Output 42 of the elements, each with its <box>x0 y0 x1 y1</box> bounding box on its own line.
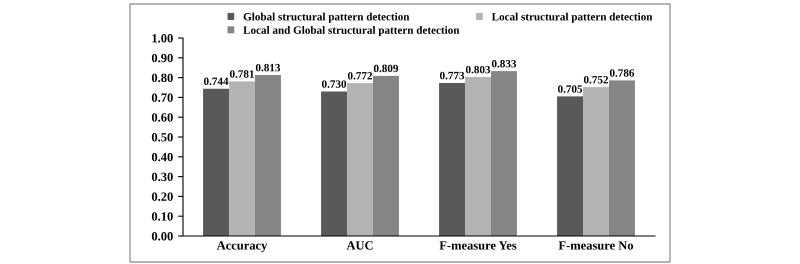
y-tick-label: 0.90 <box>152 54 173 62</box>
data-label: 0.752 <box>584 76 608 84</box>
data-label: 0.744 <box>204 78 228 86</box>
data-label: 0.833 <box>492 60 516 68</box>
data-label: 0.730 <box>322 80 346 88</box>
bar <box>347 83 373 236</box>
legend-label: Local structural pattern detection <box>492 12 652 23</box>
bar <box>439 82 466 236</box>
bar <box>583 87 609 236</box>
x-tick-label: F-measure Yes <box>440 241 516 250</box>
y-tick-label: 0.80 <box>152 74 173 82</box>
x-tick-label: F-measure No <box>558 241 634 250</box>
y-tick-label: 0.00 <box>152 232 173 241</box>
data-label: 0.781 <box>230 70 254 78</box>
y-tick-label: 0.50 <box>152 133 173 142</box>
bar <box>465 77 491 236</box>
y-tick-label: 0.40 <box>152 152 173 162</box>
bar <box>229 81 255 236</box>
data-label: 0.803 <box>466 66 490 74</box>
y-tick-label: 0.10 <box>152 212 173 221</box>
y-tick-label: 0.30 <box>152 172 173 182</box>
data-label: 0.813 <box>256 64 280 72</box>
x-tick-label: Accuracy <box>216 241 268 252</box>
y-tick-label: 0.70 <box>152 93 173 102</box>
data-label: 0.772 <box>348 72 372 80</box>
y-tick-label: 1.00 <box>152 34 173 43</box>
bar <box>321 91 348 236</box>
data-label: 0.809 <box>374 64 398 72</box>
y-tick-label: 0.20 <box>152 192 173 201</box>
bar <box>254 75 281 236</box>
legend-label: Global structural pattern detection <box>244 12 410 23</box>
data-label: 0.773 <box>440 72 464 80</box>
x-tick-label: AUC <box>346 241 373 250</box>
data-label: 0.786 <box>610 69 634 77</box>
bar <box>372 76 399 236</box>
legend-label: Local and Global structural pattern detection <box>243 26 460 36</box>
bar <box>490 71 517 236</box>
bar <box>608 80 635 236</box>
bar <box>203 88 230 236</box>
data-label: 0.705 <box>558 85 582 93</box>
bar <box>557 96 584 236</box>
y-tick-label: 0.60 <box>152 113 173 122</box>
